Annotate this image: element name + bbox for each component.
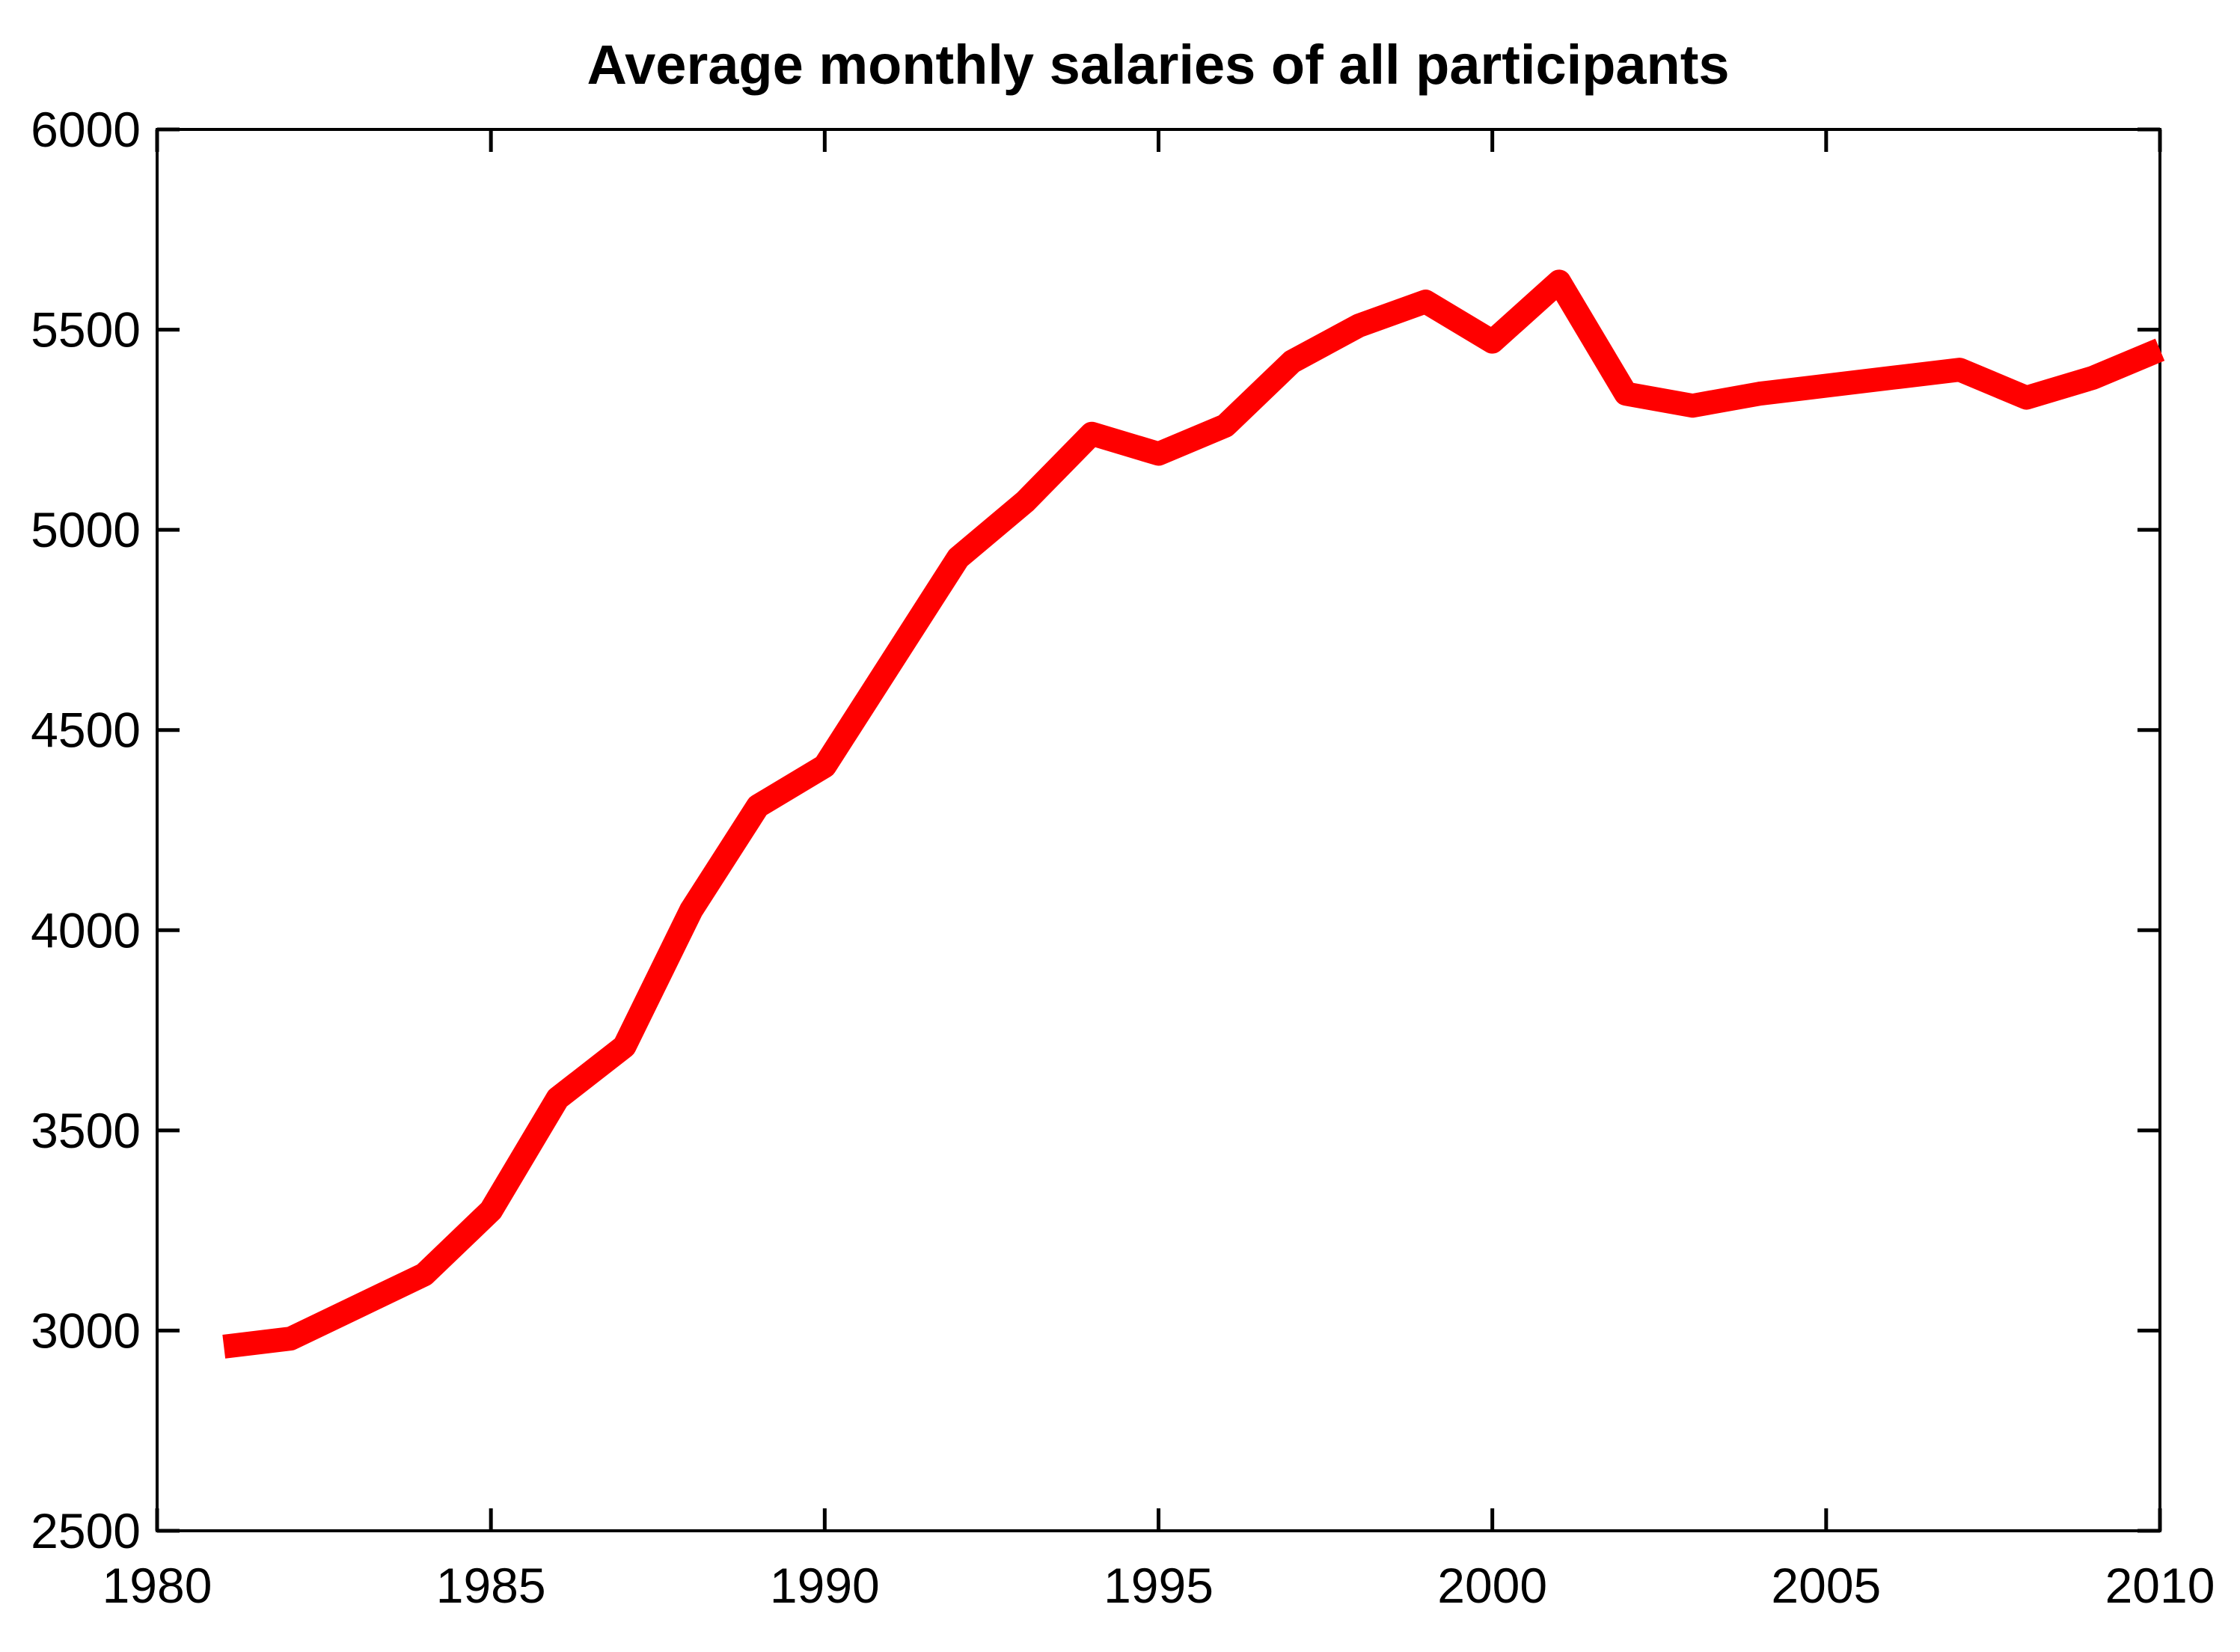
y-tick-label: 6000	[31, 102, 141, 157]
salary-series-line	[222, 269, 2165, 1359]
y-axis-tick-labels: 2500 3000 3500 4000 4500 5000 5500 6000	[31, 102, 141, 1558]
x-tick-label: 1990	[770, 1558, 880, 1613]
axis-tick-marks	[155, 127, 2162, 1533]
y-tick-label: 4500	[31, 703, 141, 758]
y-tick-label: 3000	[31, 1303, 141, 1358]
x-tick-label: 1980	[102, 1558, 212, 1613]
y-tick-label: 3500	[31, 1103, 141, 1158]
y-tick-label: 5500	[31, 302, 141, 358]
y-tick-label: 5000	[31, 502, 141, 557]
x-tick-label: 2000	[1437, 1558, 1547, 1613]
x-tick-label: 1985	[436, 1558, 546, 1613]
y-tick-label: 4000	[31, 902, 141, 958]
y-tick-label: 2500	[31, 1503, 141, 1558]
x-tick-label: 2010	[2105, 1558, 2215, 1613]
plot-border	[156, 128, 2161, 1532]
x-axis-tick-labels: 1980 1985 1990 1995 2000 2005 2010	[102, 1558, 2215, 1613]
chart-title: Average monthly salaries of all particip…	[587, 34, 1729, 96]
x-tick-label: 1995	[1104, 1558, 1214, 1613]
x-tick-label: 2005	[1771, 1558, 1881, 1613]
